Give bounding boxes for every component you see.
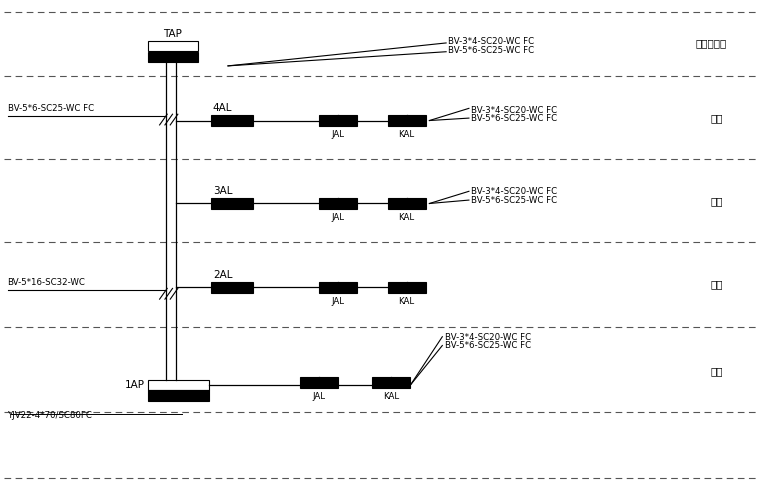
Bar bbox=[148, 41, 198, 51]
Bar bbox=[388, 115, 426, 126]
Text: KAL: KAL bbox=[398, 130, 415, 139]
Text: 4AL: 4AL bbox=[213, 103, 233, 113]
Text: 2AL: 2AL bbox=[213, 270, 233, 280]
Text: JAL: JAL bbox=[331, 130, 345, 139]
Text: 四层: 四层 bbox=[711, 114, 723, 123]
Text: KAL: KAL bbox=[383, 392, 400, 401]
Bar bbox=[148, 52, 198, 62]
Text: BV-5*6-SC25-WC FC: BV-5*6-SC25-WC FC bbox=[471, 196, 557, 205]
Bar bbox=[211, 282, 253, 293]
Text: 电梯机房层: 电梯机房层 bbox=[695, 38, 727, 48]
Text: 1AP: 1AP bbox=[125, 380, 144, 390]
Text: BV-5*6-SC25-WC FC: BV-5*6-SC25-WC FC bbox=[445, 342, 530, 350]
Bar bbox=[319, 198, 357, 209]
Text: BV-5*6-SC25-WC FC: BV-5*6-SC25-WC FC bbox=[448, 46, 534, 55]
Bar bbox=[300, 377, 338, 388]
Text: BV-3*4-SC20-WC FC: BV-3*4-SC20-WC FC bbox=[471, 187, 557, 196]
Text: 三层: 三层 bbox=[711, 197, 723, 206]
Text: 一层: 一层 bbox=[711, 366, 723, 376]
Bar bbox=[319, 115, 357, 126]
Text: BV-5*6-SC25-WC FC: BV-5*6-SC25-WC FC bbox=[471, 114, 557, 123]
Text: YJV22-4*70/SC80FC: YJV22-4*70/SC80FC bbox=[8, 411, 93, 420]
Text: BV-3*4-SC20-WC FC: BV-3*4-SC20-WC FC bbox=[445, 333, 530, 342]
Text: JAL: JAL bbox=[331, 213, 345, 222]
Bar bbox=[211, 115, 253, 126]
Text: 二层: 二层 bbox=[711, 280, 723, 289]
Text: KAL: KAL bbox=[398, 213, 415, 222]
Text: JAL: JAL bbox=[312, 392, 326, 401]
Text: BV-5*6-SC25-WC FC: BV-5*6-SC25-WC FC bbox=[8, 104, 93, 113]
Text: BV-5*16-SC32-WC: BV-5*16-SC32-WC bbox=[8, 278, 85, 287]
Text: JAL: JAL bbox=[331, 297, 345, 305]
Text: BV-3*4-SC20-WC FC: BV-3*4-SC20-WC FC bbox=[448, 38, 534, 46]
Bar bbox=[148, 390, 209, 401]
Bar bbox=[319, 282, 357, 293]
Text: 3AL: 3AL bbox=[213, 186, 233, 196]
Text: BV-3*4-SC20-WC FC: BV-3*4-SC20-WC FC bbox=[471, 106, 557, 115]
Bar bbox=[148, 380, 209, 390]
Text: TAP: TAP bbox=[163, 29, 182, 39]
Bar bbox=[388, 282, 426, 293]
Bar bbox=[372, 377, 410, 388]
Bar bbox=[211, 198, 253, 209]
Text: KAL: KAL bbox=[398, 297, 415, 305]
Bar bbox=[388, 198, 426, 209]
